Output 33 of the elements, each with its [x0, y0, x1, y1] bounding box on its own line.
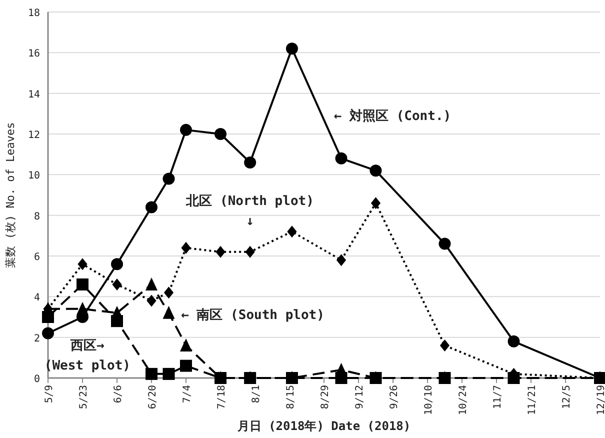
y-tick-label: 10 — [28, 170, 40, 182]
x-tick-label: 10/24 — [458, 385, 469, 416]
series-label: ← 南区 (South plot) — [181, 308, 324, 324]
x-tick-label: 9/26 — [389, 385, 400, 410]
y-tick-label: 2 — [34, 333, 40, 344]
series-label: 西区→ (West plot) — [44, 338, 130, 374]
x-tick-label: 10/10 — [424, 385, 434, 416]
series-label: 北区 (North plot) ↓ — [185, 194, 314, 230]
y-tick-label: 14 — [28, 89, 40, 100]
y-tick-label: 16 — [28, 48, 40, 60]
x-tick-label: 9/12 — [354, 385, 366, 410]
y-tick-label: 0 — [34, 374, 40, 385]
x-tick-label: 12/19 — [596, 385, 605, 416]
y-axis-title: 葉数 (枚) No. of Leaves — [4, 122, 17, 268]
x-tick-label: 8/15 — [286, 385, 296, 410]
x-axis-title: 月日 (2018年) Date (2018) — [236, 419, 411, 433]
y-tick-label: 4 — [34, 292, 40, 304]
x-tick-label: 7/4 — [182, 385, 193, 404]
x-tick-label: 12/5 — [562, 385, 572, 410]
x-tick-label: 11/21 — [527, 385, 538, 416]
x-tick-label: 5/9 — [44, 385, 55, 404]
x-tick-label: 6/20 — [148, 385, 158, 410]
x-tick-label: 5/23 — [78, 385, 90, 410]
x-tick-label: 11/7 — [492, 385, 504, 410]
x-tick-label: 6/6 — [113, 385, 124, 404]
y-tick-label: 6 — [34, 252, 40, 263]
y-tick-label: 18 — [28, 8, 40, 19]
y-tick-label: 12 — [28, 130, 40, 141]
x-tick-label: 8/1 — [251, 385, 262, 404]
series-label: ← 対照区 (Cont.) — [334, 108, 452, 124]
x-tick-label: 8/29 — [320, 385, 331, 410]
y-tick-label: 8 — [34, 211, 40, 222]
x-tick-label: 7/18 — [216, 385, 228, 410]
